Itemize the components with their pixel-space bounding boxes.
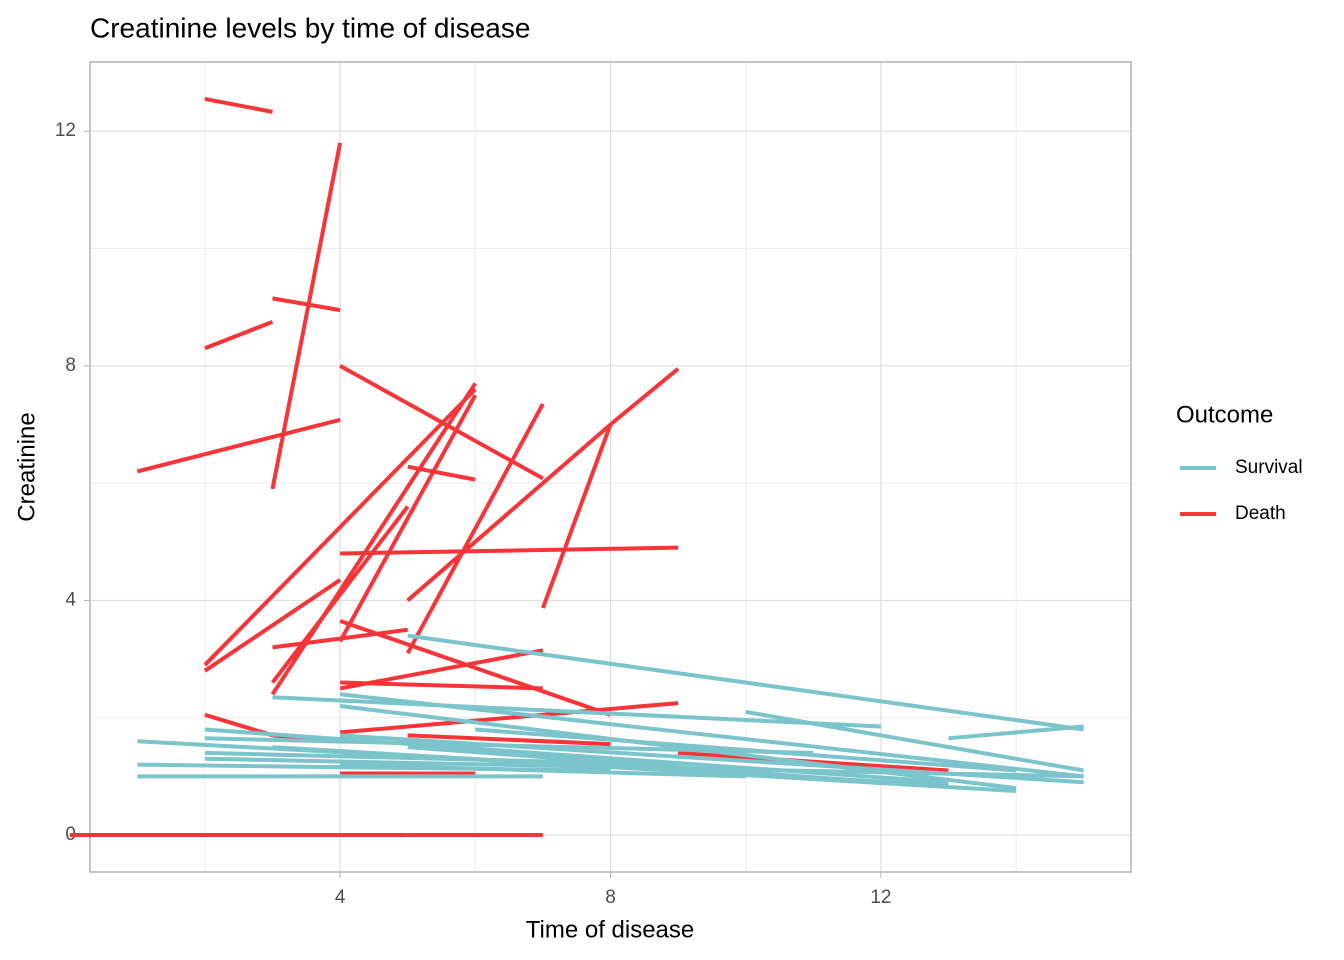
y-tick-label: 8 [65,355,76,376]
segment [339,648,544,691]
segment [204,319,274,351]
segment [609,367,680,427]
segment [339,701,679,735]
legend-label: Survival [1235,457,1303,478]
segment [272,627,408,650]
y-tick-label: 12 [55,120,76,141]
segment [405,402,545,655]
segment [204,727,949,785]
segment [272,296,341,313]
segment [272,695,881,729]
segment [745,709,1085,773]
segment [338,394,478,643]
legend-label: Death [1235,503,1286,524]
segment [948,724,1084,741]
segment [339,692,1084,779]
segment [406,422,612,602]
segment [340,762,746,779]
segment [407,733,611,747]
segment [203,578,342,673]
legend-title: Outcome [1176,401,1273,428]
segment [270,142,343,490]
segment [270,505,410,684]
segment [475,727,1017,773]
x-tick-label: 8 [605,887,616,908]
segment [407,745,882,785]
segment [340,545,679,556]
x-tick-label: 4 [335,887,346,908]
segment [339,619,612,717]
panel-border [89,61,1132,873]
y-tick-label: 4 [65,589,76,610]
x-axis-label: Time of disease [526,916,695,943]
segment [203,387,477,667]
segment [136,417,341,474]
segment [407,633,1084,732]
segment [339,733,1084,785]
segment [541,423,613,609]
chart-title: Creatinine levels by time of disease [90,12,530,43]
x-tick-label: 12 [870,887,891,908]
segment [272,745,1017,794]
segment [204,96,273,114]
y-axis-label: Creatinine [13,412,40,521]
